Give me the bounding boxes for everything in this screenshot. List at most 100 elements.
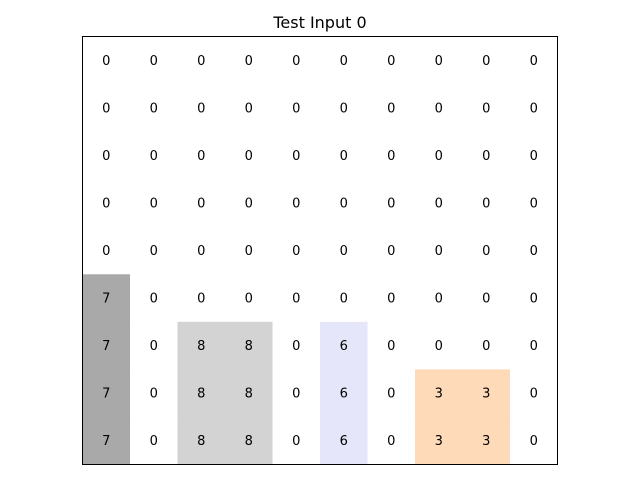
cell-label: 0: [292, 387, 300, 402]
grid-cell: [177, 131, 226, 180]
cell-label: 0: [102, 101, 110, 116]
cell-label: 0: [197, 54, 205, 69]
cell-label: 6: [340, 339, 348, 354]
cell-label: 8: [245, 339, 253, 354]
grid-cell: [415, 369, 463, 418]
grid-cell: [510, 226, 558, 275]
cell-label: 0: [292, 54, 300, 69]
grid-cell: [130, 321, 178, 370]
grid-cell: [82, 416, 131, 465]
grid-cell: [415, 84, 463, 133]
grid-cells: 0 0 0 0 0 0 0 0 0 0 0 0 0 0 0 0 0 0 0 0 0 0 0 0 0 0 0 0 0 0 0 0 0 0 0 0 0 0 0 0…: [82, 36, 558, 465]
cell-label: 0: [482, 101, 490, 116]
cell-label: 7: [102, 292, 110, 307]
grid-cell: [510, 274, 558, 323]
grid-cell: [415, 179, 463, 228]
grid-cell: [177, 179, 226, 228]
cell-label: 8: [197, 387, 205, 402]
grid-cell: [82, 84, 131, 133]
grid-cell: [130, 369, 178, 418]
cell-label: 0: [482, 339, 490, 354]
cell-label: 0: [530, 196, 538, 211]
grid-cell: [130, 274, 178, 323]
grid-cell: [462, 416, 511, 465]
cell-label: 0: [150, 292, 158, 307]
grid-cell: [225, 131, 273, 180]
grid-cell: [320, 274, 368, 323]
grid-cell: [510, 131, 558, 180]
cell-label: 0: [197, 292, 205, 307]
grid-cell: [130, 84, 178, 133]
cell-label: 0: [530, 149, 538, 164]
cell-label: 0: [530, 101, 538, 116]
cell-label: 0: [245, 244, 253, 259]
grid-cell: [225, 226, 273, 275]
grid-cell: [415, 416, 463, 465]
grid-cell: [130, 36, 178, 85]
grid-cell: [510, 416, 558, 465]
grid-cell: [510, 179, 558, 228]
cell-label: 0: [150, 101, 158, 116]
cell-label: 0: [292, 149, 300, 164]
cell-label: 0: [340, 244, 348, 259]
grid-cell: [462, 179, 511, 228]
grid-cell: [320, 36, 368, 85]
cell-label: 8: [197, 434, 205, 449]
cell-label: 0: [150, 434, 158, 449]
grid-cell: [320, 369, 368, 418]
grid-cell: [225, 36, 273, 85]
grid-cell: [225, 416, 273, 465]
chart-title: Test Input 0: [272, 13, 366, 32]
cell-label: 0: [197, 149, 205, 164]
grid-cell: [130, 131, 178, 180]
cell-label: 0: [435, 54, 443, 69]
cell-label: 0: [482, 54, 490, 69]
grid-cell: [320, 179, 368, 228]
cell-label: 0: [387, 196, 395, 211]
grid-cell: [130, 226, 178, 275]
cell-label: 6: [340, 387, 348, 402]
cell-label: 0: [530, 292, 538, 307]
cell-label: 0: [530, 434, 538, 449]
cell-label: 0: [435, 149, 443, 164]
grid-cell: [367, 36, 416, 85]
cell-label: 0: [245, 54, 253, 69]
cell-label: 0: [435, 244, 443, 259]
grid-cell: [367, 179, 416, 228]
grid-cell: [82, 179, 131, 228]
cell-label: 0: [530, 339, 538, 354]
plot-frame: [82, 36, 558, 465]
cell-label: 0: [102, 149, 110, 164]
cell-label: 0: [150, 339, 158, 354]
cell-label: 0: [435, 101, 443, 116]
cell-label: 0: [340, 292, 348, 307]
cell-label: 0: [197, 244, 205, 259]
cell-label: 0: [482, 244, 490, 259]
grid-cell: [367, 416, 416, 465]
grid-cell: [82, 131, 131, 180]
cell-label: 0: [387, 387, 395, 402]
grid-cell: [272, 274, 321, 323]
grid-cell: [367, 369, 416, 418]
cell-label: 8: [245, 434, 253, 449]
grid-cell: [510, 84, 558, 133]
cell-label: 0: [197, 196, 205, 211]
grid-cell: [272, 416, 321, 465]
cell-label: 0: [150, 149, 158, 164]
grid-cell: [462, 131, 511, 180]
cell-label: 0: [340, 101, 348, 116]
grid-cell: [415, 36, 463, 85]
cell-label: 0: [482, 149, 490, 164]
grid-cell: [225, 84, 273, 133]
grid-cell: [462, 84, 511, 133]
grid-cell: [415, 131, 463, 180]
grid-cell: [272, 36, 321, 85]
cell-label: 0: [482, 292, 490, 307]
cell-label: 0: [387, 54, 395, 69]
cell-label: 6: [340, 434, 348, 449]
grid-cell: [462, 274, 511, 323]
grid-cell: [272, 321, 321, 370]
cell-label: 0: [435, 196, 443, 211]
cell-label: 0: [150, 244, 158, 259]
